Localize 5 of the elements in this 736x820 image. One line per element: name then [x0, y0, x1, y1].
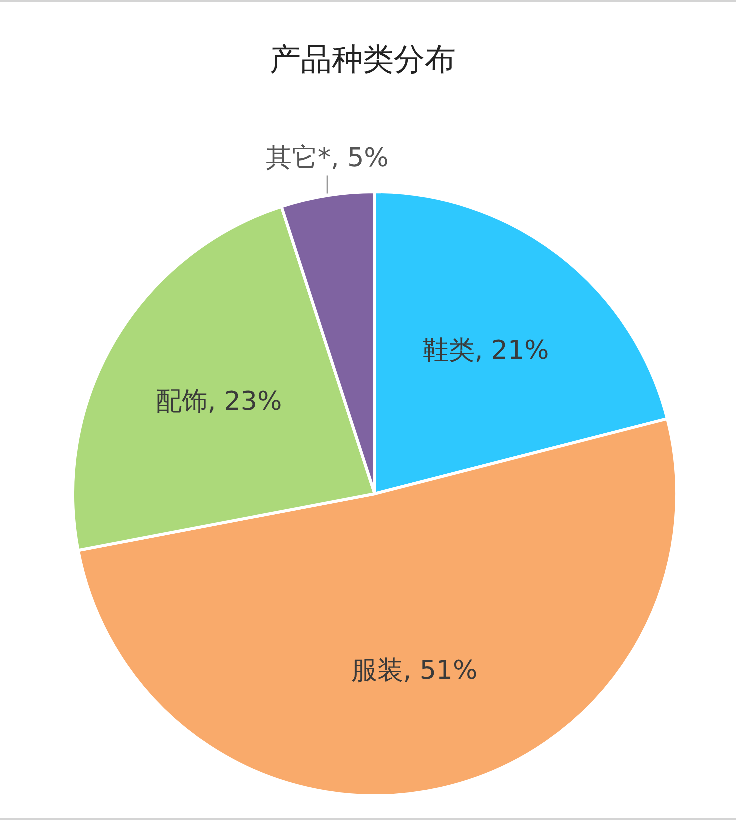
slice-label: 鞋类, 21%	[422, 336, 550, 366]
slice-label: 其它*, 5%	[266, 144, 389, 174]
chart-title: 产品种类分布	[269, 41, 457, 80]
slice-label: 配饰, 23%	[156, 386, 282, 417]
slice-label: 服装, 51%	[351, 656, 478, 686]
